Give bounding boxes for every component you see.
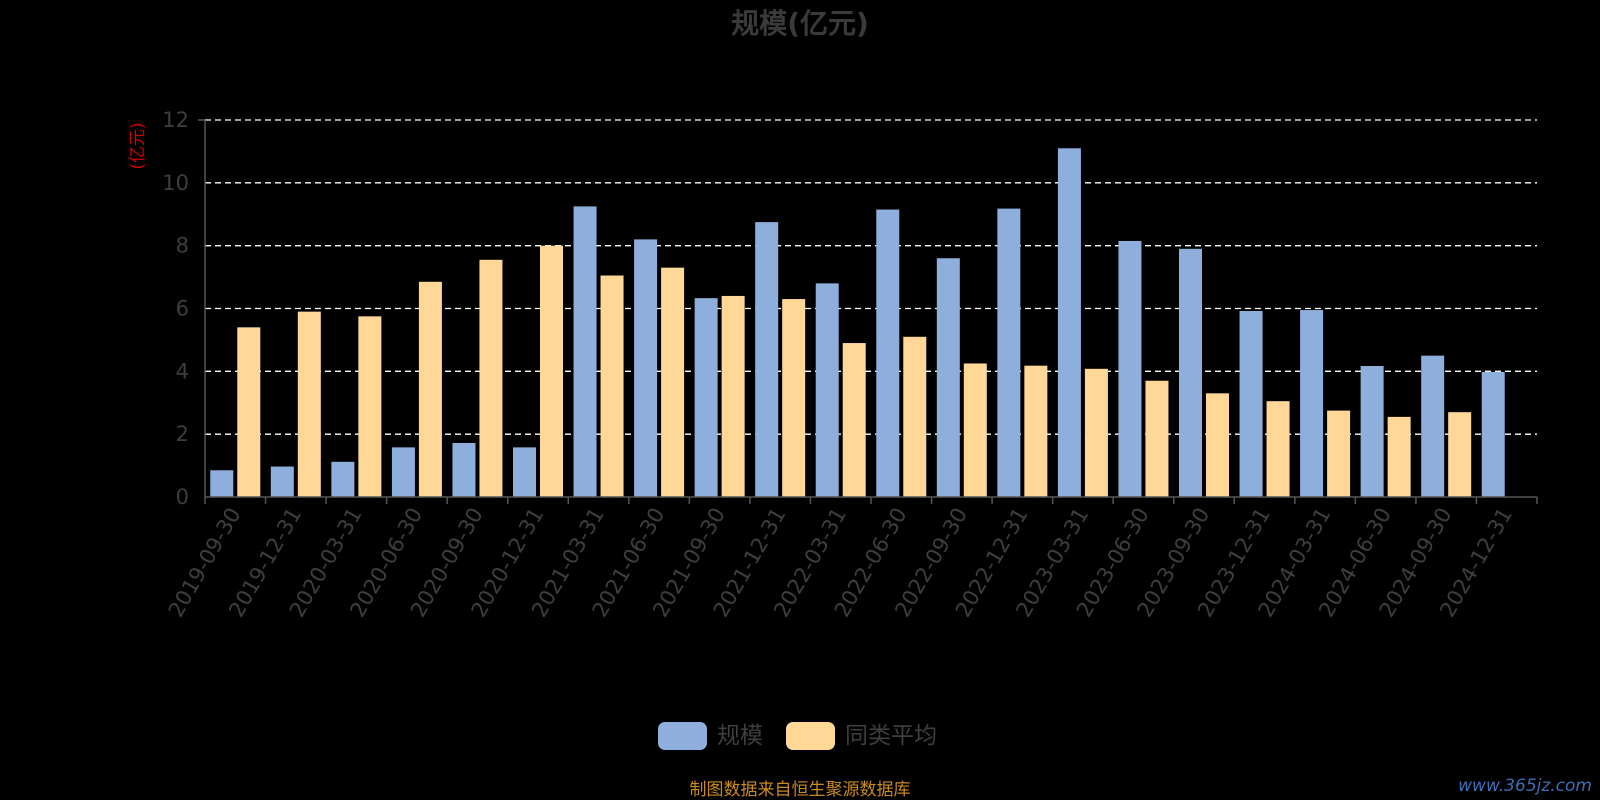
chart-title: 规模(亿元) xyxy=(731,7,869,40)
bar-peer-average xyxy=(600,275,624,497)
bar-scale xyxy=(1118,240,1142,497)
legend-label: 规模 xyxy=(717,723,763,749)
y-tick-label: 10 xyxy=(162,171,189,195)
y-tick-label: 6 xyxy=(176,297,189,321)
bar-scale xyxy=(331,461,355,497)
bar-peer-average xyxy=(1387,416,1411,497)
bar-scale xyxy=(1057,148,1081,497)
y-axis: 0 2 4 6 8 10 12 xyxy=(162,108,206,509)
bar-scale xyxy=(210,470,234,497)
watermark: www.365jz.com xyxy=(1458,776,1592,796)
bar-scale xyxy=(452,442,476,497)
bar-scale xyxy=(573,206,597,498)
bar-scale xyxy=(694,298,718,497)
bar-peer-average xyxy=(1145,380,1169,497)
y-tick-label: 0 xyxy=(176,485,189,509)
bar-scale xyxy=(1239,311,1263,497)
bar-peer-average xyxy=(661,267,685,497)
bar-peer-average xyxy=(418,281,442,497)
bar-scale xyxy=(876,209,900,497)
y-tick-label: 8 xyxy=(176,234,189,258)
bar-peer-average xyxy=(903,336,927,497)
bar-peer-average xyxy=(1024,365,1048,497)
bar-scale xyxy=(1421,355,1445,497)
bar-peer-average xyxy=(237,327,261,497)
grid-lines xyxy=(205,119,1537,435)
bar-scale xyxy=(1300,310,1324,497)
bar-peer-average xyxy=(358,316,382,497)
legend-label: 同类平均 xyxy=(845,723,937,749)
legend-swatch xyxy=(658,722,707,750)
bar-peer-average xyxy=(479,259,503,497)
bar-peer-average xyxy=(1266,401,1290,497)
bar-scale xyxy=(270,466,294,497)
bar-peer-average xyxy=(1206,393,1229,497)
bars xyxy=(210,148,1505,498)
y-tick-label: 12 xyxy=(162,108,189,132)
bar-peer-average xyxy=(963,363,987,497)
bar-peer-average xyxy=(297,311,321,497)
x-axis xyxy=(204,496,1538,504)
bar-peer-average xyxy=(1448,412,1472,497)
bar-peer-average xyxy=(1084,368,1108,497)
y-axis-label: (亿元) xyxy=(128,122,148,169)
bar-scale xyxy=(391,447,415,497)
bar-scale xyxy=(815,283,839,497)
bar-peer-average xyxy=(842,343,866,497)
y-tick-label: 4 xyxy=(176,359,189,383)
bar-scale xyxy=(936,258,960,497)
bar-peer-average xyxy=(1327,410,1351,497)
bar-scale xyxy=(634,239,658,497)
bar-scale xyxy=(1360,365,1384,497)
bar-scale xyxy=(997,208,1021,497)
bar-scale xyxy=(513,447,536,497)
bar-peer-average xyxy=(782,299,806,497)
x-tick-labels: 2019-09-302019-12-312020-03-312020-06-30… xyxy=(164,503,1517,621)
bar-scale xyxy=(1179,248,1202,497)
data-source-note: 制图数据来自恒生聚源数据库 xyxy=(690,780,911,800)
bar-peer-average xyxy=(540,245,563,497)
bar-peer-average xyxy=(721,295,745,497)
bar-scale xyxy=(1481,371,1505,497)
legend: 规模 同类平均 xyxy=(658,722,937,750)
bar-scale xyxy=(755,222,779,497)
legend-swatch xyxy=(786,722,835,750)
y-tick-label: 2 xyxy=(176,422,189,446)
